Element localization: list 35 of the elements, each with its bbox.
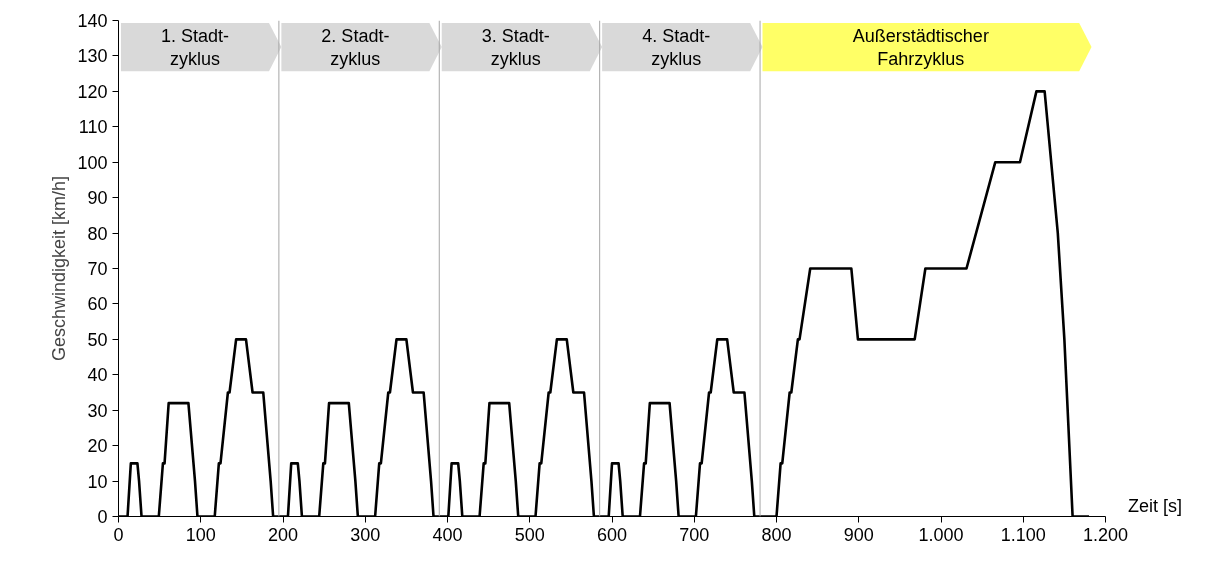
x-tick-label: 200 bbox=[267, 524, 299, 545]
x-tick-label: 600 bbox=[596, 524, 628, 545]
x-axis-title: Zeit [s] bbox=[1128, 495, 1183, 518]
y-tick-label: 130 bbox=[77, 46, 108, 67]
band-label: 2. Stadt- zyklus bbox=[321, 25, 390, 69]
x-tick-label: 900 bbox=[843, 524, 874, 545]
x-tick-label: 500 bbox=[514, 524, 545, 545]
y-tick-label: 0 bbox=[97, 507, 108, 527]
y-tick-label: 10 bbox=[87, 471, 108, 492]
x-tick-label: 1.000 bbox=[918, 524, 964, 545]
y-tick-label: 110 bbox=[78, 117, 108, 138]
y-tick-label: 100 bbox=[77, 152, 108, 173]
y-tick-label: 70 bbox=[87, 259, 108, 279]
y-tick-label: 120 bbox=[77, 81, 108, 102]
y-tick-label: 50 bbox=[87, 329, 108, 350]
band-label: 1. Stadt- zyklus bbox=[160, 25, 230, 69]
band-label: 4. Stadt- zyklus bbox=[642, 25, 711, 69]
band-label: Außerstädtischer Fahrzyklus bbox=[852, 25, 989, 69]
x-tick-label: 1.200 bbox=[1082, 524, 1129, 545]
x-tick-label: 1.100 bbox=[1000, 524, 1046, 545]
x-tick-label: 700 bbox=[679, 524, 710, 545]
y-tick-label: 40 bbox=[87, 365, 108, 386]
x-tick-label: 100 bbox=[185, 524, 216, 545]
x-tick-label: 400 bbox=[432, 524, 463, 545]
y-tick-label: 60 bbox=[87, 294, 108, 315]
y-axis-title: Geschwindigkeit [km/h] bbox=[49, 175, 70, 362]
y-tick-label: 20 bbox=[87, 436, 108, 457]
band-label: 3. Stadt- zyklus bbox=[481, 25, 550, 69]
y-tick-label: 30 bbox=[87, 400, 108, 421]
x-tick-label: 300 bbox=[350, 524, 381, 545]
x-tick-label: 0 bbox=[113, 524, 124, 545]
x-tick-label: 800 bbox=[761, 524, 792, 545]
y-tick-label: 90 bbox=[87, 188, 108, 209]
y-tick-label: 140 bbox=[77, 11, 108, 31]
y-tick-label: 80 bbox=[87, 223, 108, 244]
